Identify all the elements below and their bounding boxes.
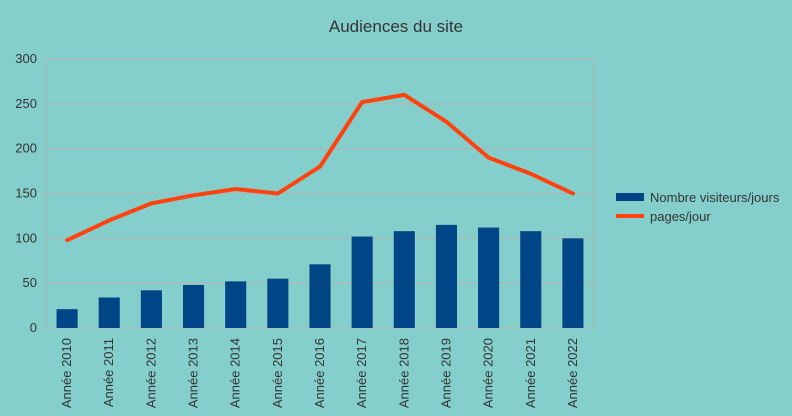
bar-12 — [562, 238, 584, 328]
legend-label-visitors: Nombre visiteurs/jours — [650, 190, 780, 205]
grid — [45, 58, 595, 329]
x-tick-label: Année 2012 — [143, 338, 158, 408]
x-tick-label: Année 2019 — [438, 338, 453, 408]
bar-8 — [393, 231, 415, 328]
x-tick-label: Année 2020 — [481, 338, 496, 408]
x-tick-label: Année 2013 — [186, 338, 201, 408]
bar-11 — [520, 231, 542, 328]
x-tick-label: Année 2016 — [312, 338, 327, 408]
bar-9 — [435, 224, 457, 328]
chart-title: Audiences du site — [329, 17, 463, 36]
bar-5 — [267, 278, 289, 328]
bar-1 — [98, 297, 120, 328]
bar-10 — [478, 227, 500, 328]
bar-0 — [56, 309, 78, 328]
x-tick-label: Année 2018 — [396, 338, 411, 408]
axes: 0 50 100 150 200 250 300 Année 2010 Année 2011 An… — [15, 51, 580, 408]
x-tick-label: Année 2014 — [228, 338, 243, 408]
pages-line — [65, 92, 575, 243]
bar-3 — [183, 284, 205, 328]
x-tick-label: Année 2015 — [270, 338, 285, 408]
x-tick-label: Année 2010 — [59, 338, 74, 408]
legend: Nombre visiteurs/jours pages/jour — [616, 190, 780, 224]
line-series — [65, 92, 575, 243]
bar-2 — [140, 290, 162, 328]
y-tick-label: 250 — [15, 96, 37, 111]
y-tick-label: 100 — [15, 230, 37, 245]
bar-4 — [225, 281, 247, 328]
x-tick-label: Année 2021 — [523, 338, 538, 408]
legend-swatch-visitors — [616, 193, 644, 201]
bar-series — [56, 224, 584, 328]
legend-label-pages: pages/jour — [650, 209, 711, 224]
y-tick-label: 300 — [15, 51, 37, 66]
y-tick-label: 200 — [15, 141, 37, 156]
y-tick-label: 0 — [30, 320, 37, 335]
x-tick-label: Année 2017 — [354, 338, 369, 408]
y-tick-label: 50 — [23, 275, 37, 290]
x-tick-label: Année 2011 — [101, 338, 116, 407]
bar-7 — [351, 236, 373, 328]
x-tick-label: Année 2022 — [565, 338, 580, 408]
bar-6 — [309, 264, 331, 328]
y-tick-label: 150 — [15, 186, 37, 201]
